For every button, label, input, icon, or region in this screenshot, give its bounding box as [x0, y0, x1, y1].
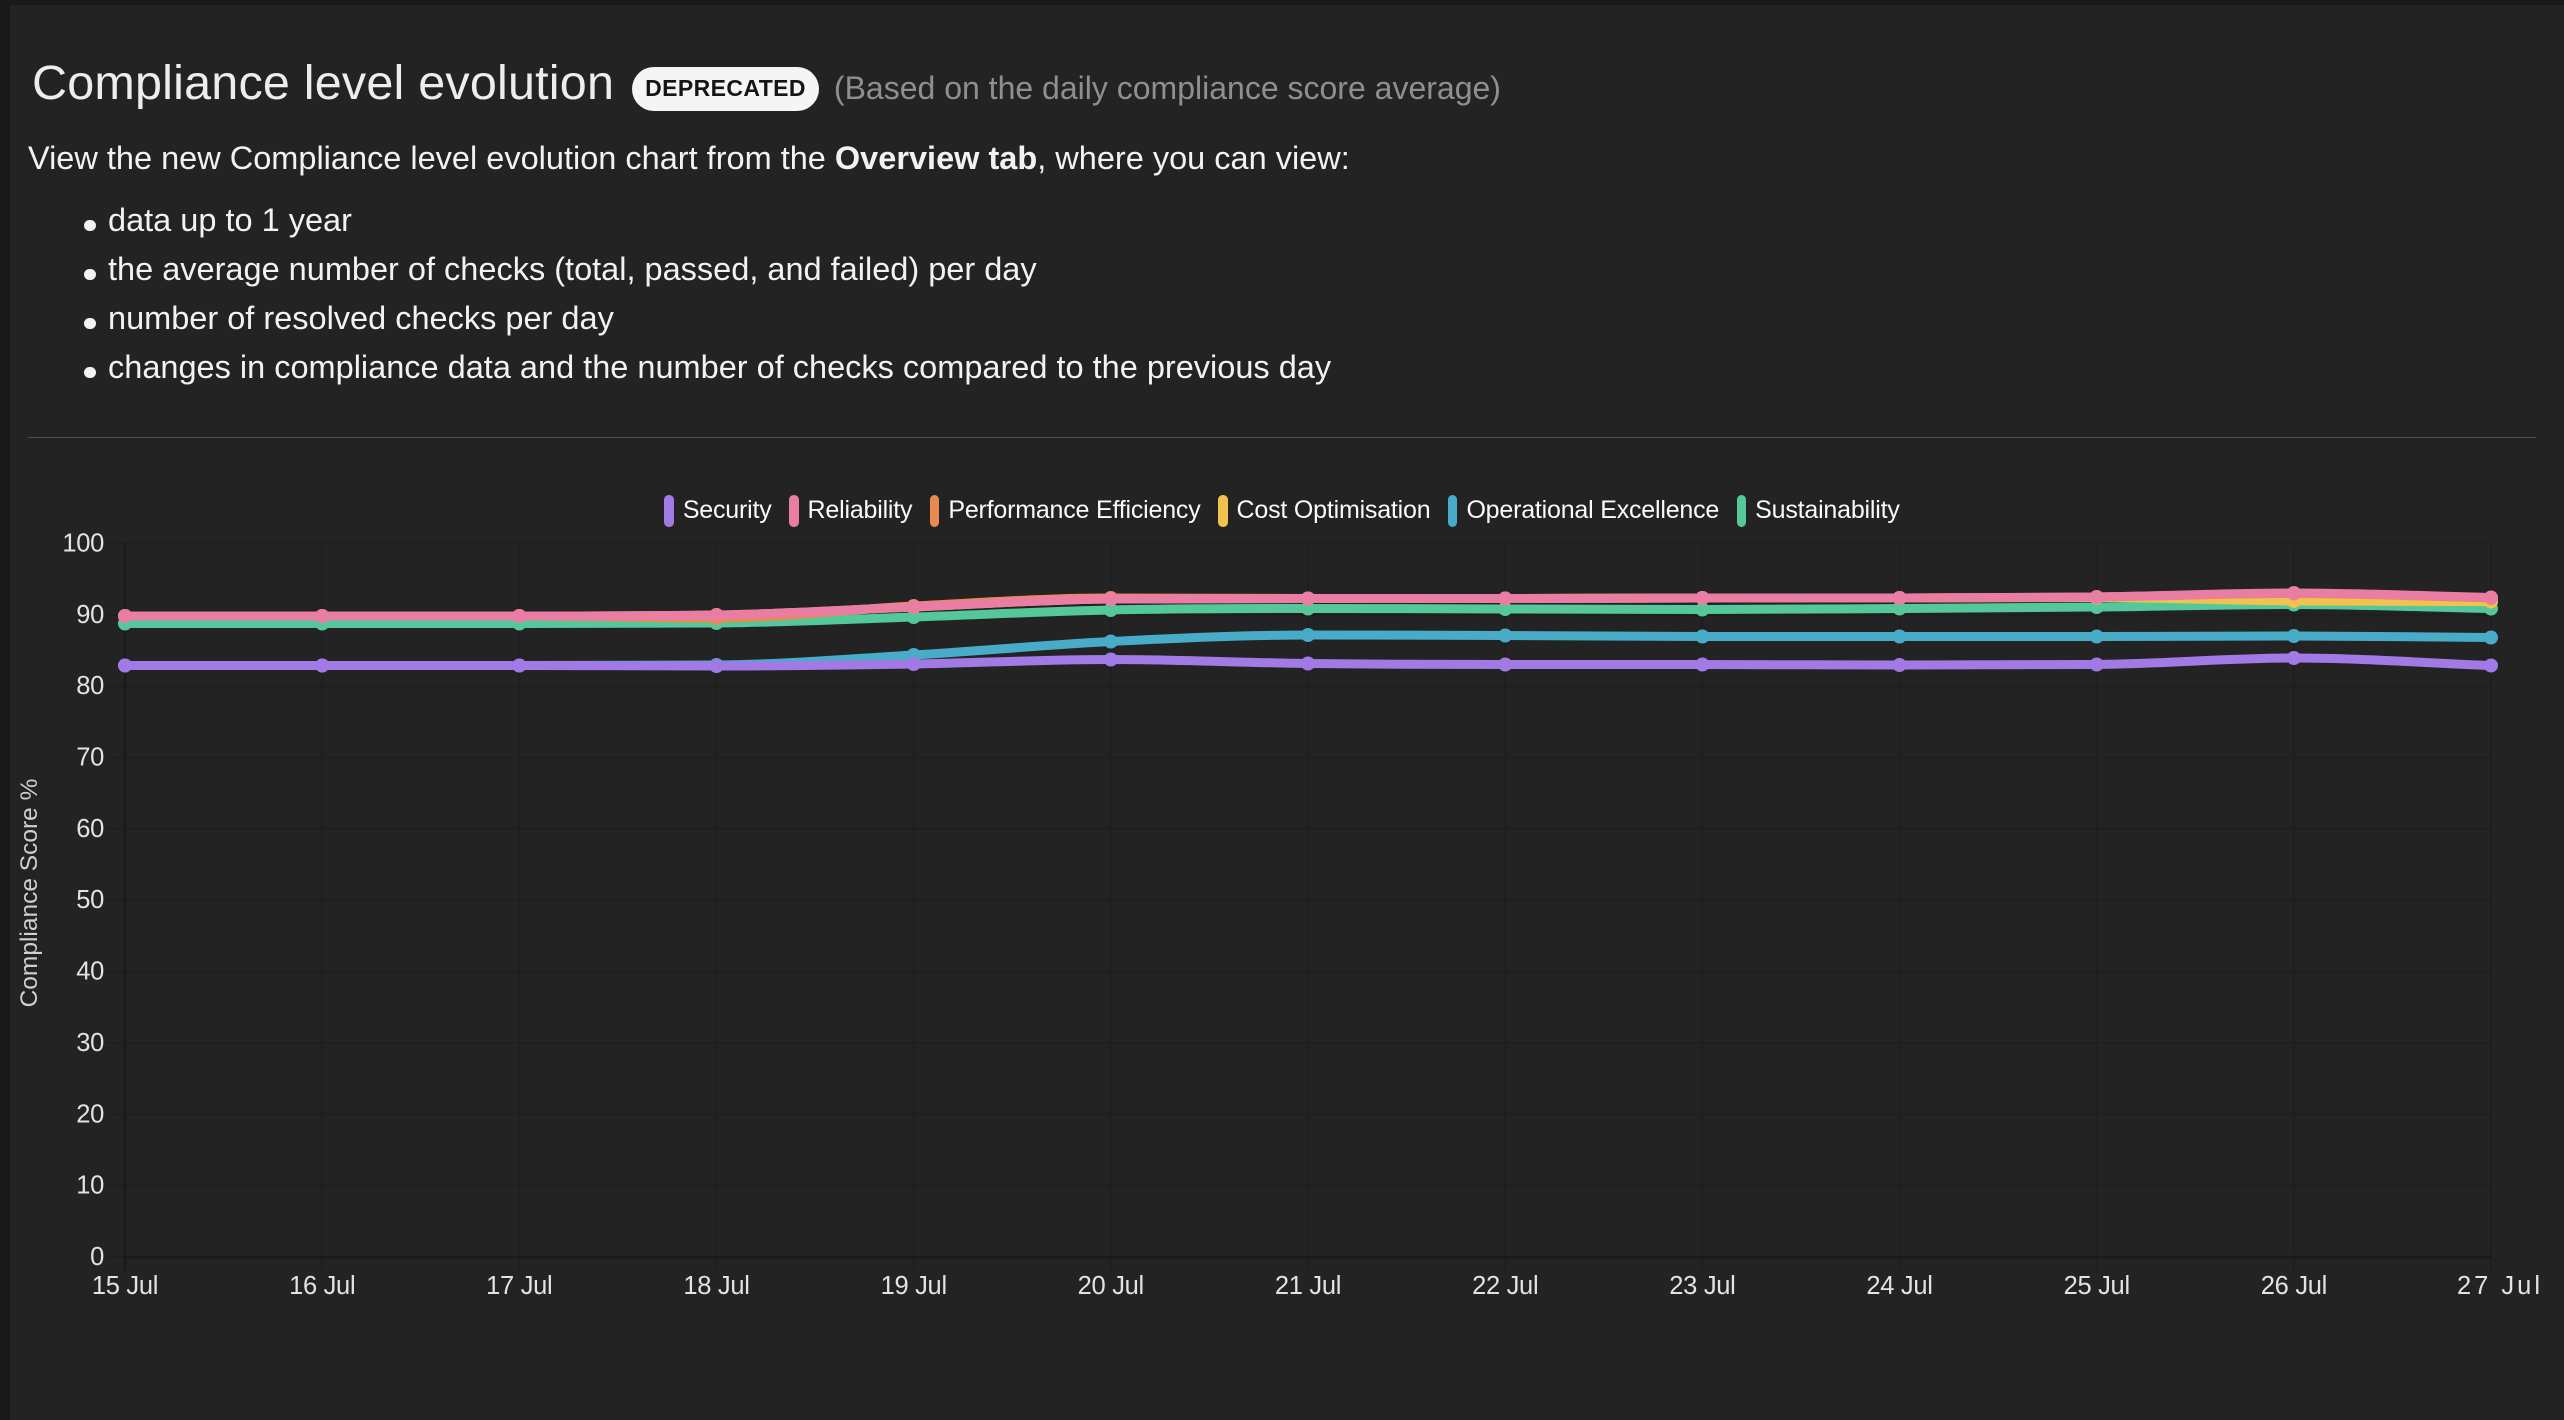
svg-text:17 Jul: 17 Jul — [486, 1272, 552, 1300]
svg-text:Compliance Score %: Compliance Score % — [16, 779, 43, 1008]
svg-text:21 Jul: 21 Jul — [1275, 1272, 1341, 1300]
svg-text:50: 50 — [76, 886, 104, 914]
svg-text:26 Jul: 26 Jul — [2261, 1272, 2327, 1300]
svg-text:19 Jul: 19 Jul — [881, 1272, 947, 1300]
svg-text:22 Jul: 22 Jul — [1472, 1272, 1538, 1300]
svg-text:15 Jul: 15 Jul — [92, 1272, 158, 1300]
svg-text:80: 80 — [76, 672, 104, 700]
svg-text:23 Jul: 23 Jul — [1669, 1272, 1735, 1300]
svg-text:24 Jul: 24 Jul — [1866, 1272, 1932, 1300]
svg-text:100: 100 — [62, 530, 104, 558]
svg-text:30: 30 — [76, 1029, 104, 1057]
svg-text:40: 40 — [76, 958, 104, 986]
svg-text:18 Jul: 18 Jul — [683, 1272, 749, 1300]
svg-text:90: 90 — [76, 601, 104, 629]
svg-text:70: 70 — [76, 744, 104, 772]
svg-text:20: 20 — [76, 1100, 104, 1128]
svg-text:60: 60 — [76, 815, 104, 843]
svg-text:0: 0 — [90, 1243, 104, 1271]
svg-text:10: 10 — [76, 1172, 104, 1200]
svg-text:25 Jul: 25 Jul — [2064, 1272, 2130, 1300]
svg-text:16 Jul: 16 Jul — [289, 1272, 355, 1300]
svg-text:27 Jul: 27 Jul — [2457, 1272, 2543, 1300]
svg-text:20 Jul: 20 Jul — [1078, 1272, 1144, 1300]
